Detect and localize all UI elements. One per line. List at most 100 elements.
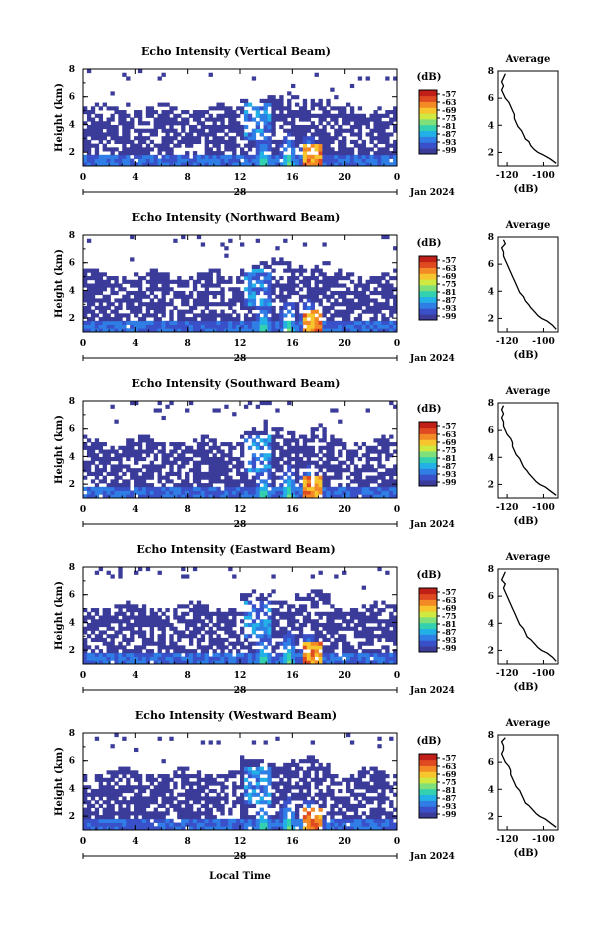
heatmap-cell (192, 818, 198, 823)
heatmap-cell (263, 276, 268, 281)
heatmap-cell (110, 615, 115, 620)
heatmap-cell (145, 302, 151, 307)
heatmap-cell (291, 117, 296, 122)
heatmap-cell (338, 442, 343, 447)
heatmap-cell (212, 652, 217, 657)
heatmap-cell (298, 456, 304, 462)
heatmap-cell (236, 143, 241, 148)
heatmap-cell (251, 740, 257, 745)
heatmap-cell (161, 759, 166, 764)
heatmap-cell (345, 151, 351, 156)
heatmap-cell (232, 158, 237, 163)
heatmap-cell (302, 117, 308, 122)
heatmap-cell (291, 283, 296, 288)
heatmap-cell (330, 438, 335, 443)
y-axis-label: Height (km) (54, 249, 65, 318)
heatmap-cell (145, 309, 151, 314)
heatmap-cell (200, 283, 206, 288)
heatmap-cell (357, 121, 363, 126)
heatmap-cell (232, 121, 237, 126)
heatmap-cell (200, 652, 206, 657)
heatmap-cell (137, 449, 143, 454)
heatmap-cell (228, 113, 233, 118)
heatmap-cell (200, 154, 206, 159)
heatmap-cell (228, 445, 233, 450)
profile-x-tick-label: -100 (532, 337, 555, 347)
heatmap-cell (267, 818, 272, 823)
heatmap-cell (130, 785, 135, 790)
heatmap-cell (279, 611, 284, 616)
heatmap-cell (393, 490, 398, 495)
heatmap-cell (169, 139, 174, 145)
heatmap-cell (243, 287, 249, 292)
heatmap-cell (94, 124, 100, 130)
heatmap-cell (255, 264, 261, 269)
heatmap-cell (126, 468, 131, 473)
heatmap-cell (381, 139, 386, 145)
heatmap-cell (185, 796, 190, 801)
heatmap-cell (192, 139, 198, 145)
heatmap-cell (177, 121, 182, 126)
heatmap-cell (283, 302, 288, 307)
heatmap-cell (106, 815, 111, 820)
heatmap-cell (294, 608, 300, 613)
heatmap-cell (314, 276, 319, 281)
heatmap-cell (365, 76, 370, 81)
heatmap-cell (153, 792, 158, 797)
heatmap-cell (177, 615, 182, 620)
heatmap-cell (318, 268, 323, 273)
heatmap-cell (177, 453, 182, 458)
heatmap-cell (322, 117, 327, 122)
heatmap-cell (259, 759, 264, 764)
heatmap-cell (212, 777, 217, 782)
heatmap-cell (353, 660, 359, 665)
heatmap-cell (177, 822, 182, 827)
colorbar-swatch (419, 640, 437, 647)
heatmap-cell (294, 324, 300, 329)
heatmap-cell (389, 486, 394, 491)
heatmap-cell (126, 652, 131, 657)
heatmap-cell (365, 117, 370, 122)
heatmap-cell (267, 98, 272, 103)
heatmap-cell (322, 634, 327, 639)
heatmap-cell (365, 408, 370, 413)
heatmap-cell (188, 781, 194, 786)
heatmap-cell (196, 611, 202, 616)
heatmap-cell (298, 324, 304, 329)
heatmap-cell (169, 453, 174, 458)
heatmap-cell (251, 660, 257, 665)
heatmap-cell (141, 158, 147, 163)
heatmap-cell (98, 792, 104, 797)
heatmap-cell (102, 811, 107, 816)
heatmap-cell (365, 641, 370, 646)
heatmap-cell (389, 611, 394, 616)
heatmap-cell (334, 626, 339, 631)
heatmap-cell (255, 656, 261, 661)
heatmap-cell (306, 619, 312, 624)
heatmap-cell (130, 453, 135, 458)
heatmap-cell (287, 283, 292, 288)
heatmap-cell (98, 158, 104, 163)
heatmap-cell (114, 128, 119, 133)
heatmap-cell (173, 117, 178, 122)
heatmap-cell (216, 328, 221, 333)
heatmap-cell (318, 143, 323, 148)
heatmap-cell (90, 313, 96, 318)
heatmap-cell (287, 438, 292, 443)
heatmap-cell (322, 479, 327, 484)
heatmap-cell (149, 290, 155, 296)
heatmap-cell (393, 106, 398, 111)
heatmap-cell (204, 324, 210, 329)
heatmap-cell (110, 128, 115, 133)
heatmap (83, 401, 398, 499)
heatmap-cell (153, 619, 158, 624)
heatmap-cell (310, 298, 315, 303)
heatmap-cell (271, 158, 276, 163)
heatmap-cell (106, 313, 111, 318)
heatmap-cell (342, 320, 347, 325)
heatmap-cell (212, 320, 217, 325)
heatmap-cell (98, 785, 104, 790)
heatmap-cell (334, 154, 339, 159)
heatmap-cell (267, 136, 272, 141)
